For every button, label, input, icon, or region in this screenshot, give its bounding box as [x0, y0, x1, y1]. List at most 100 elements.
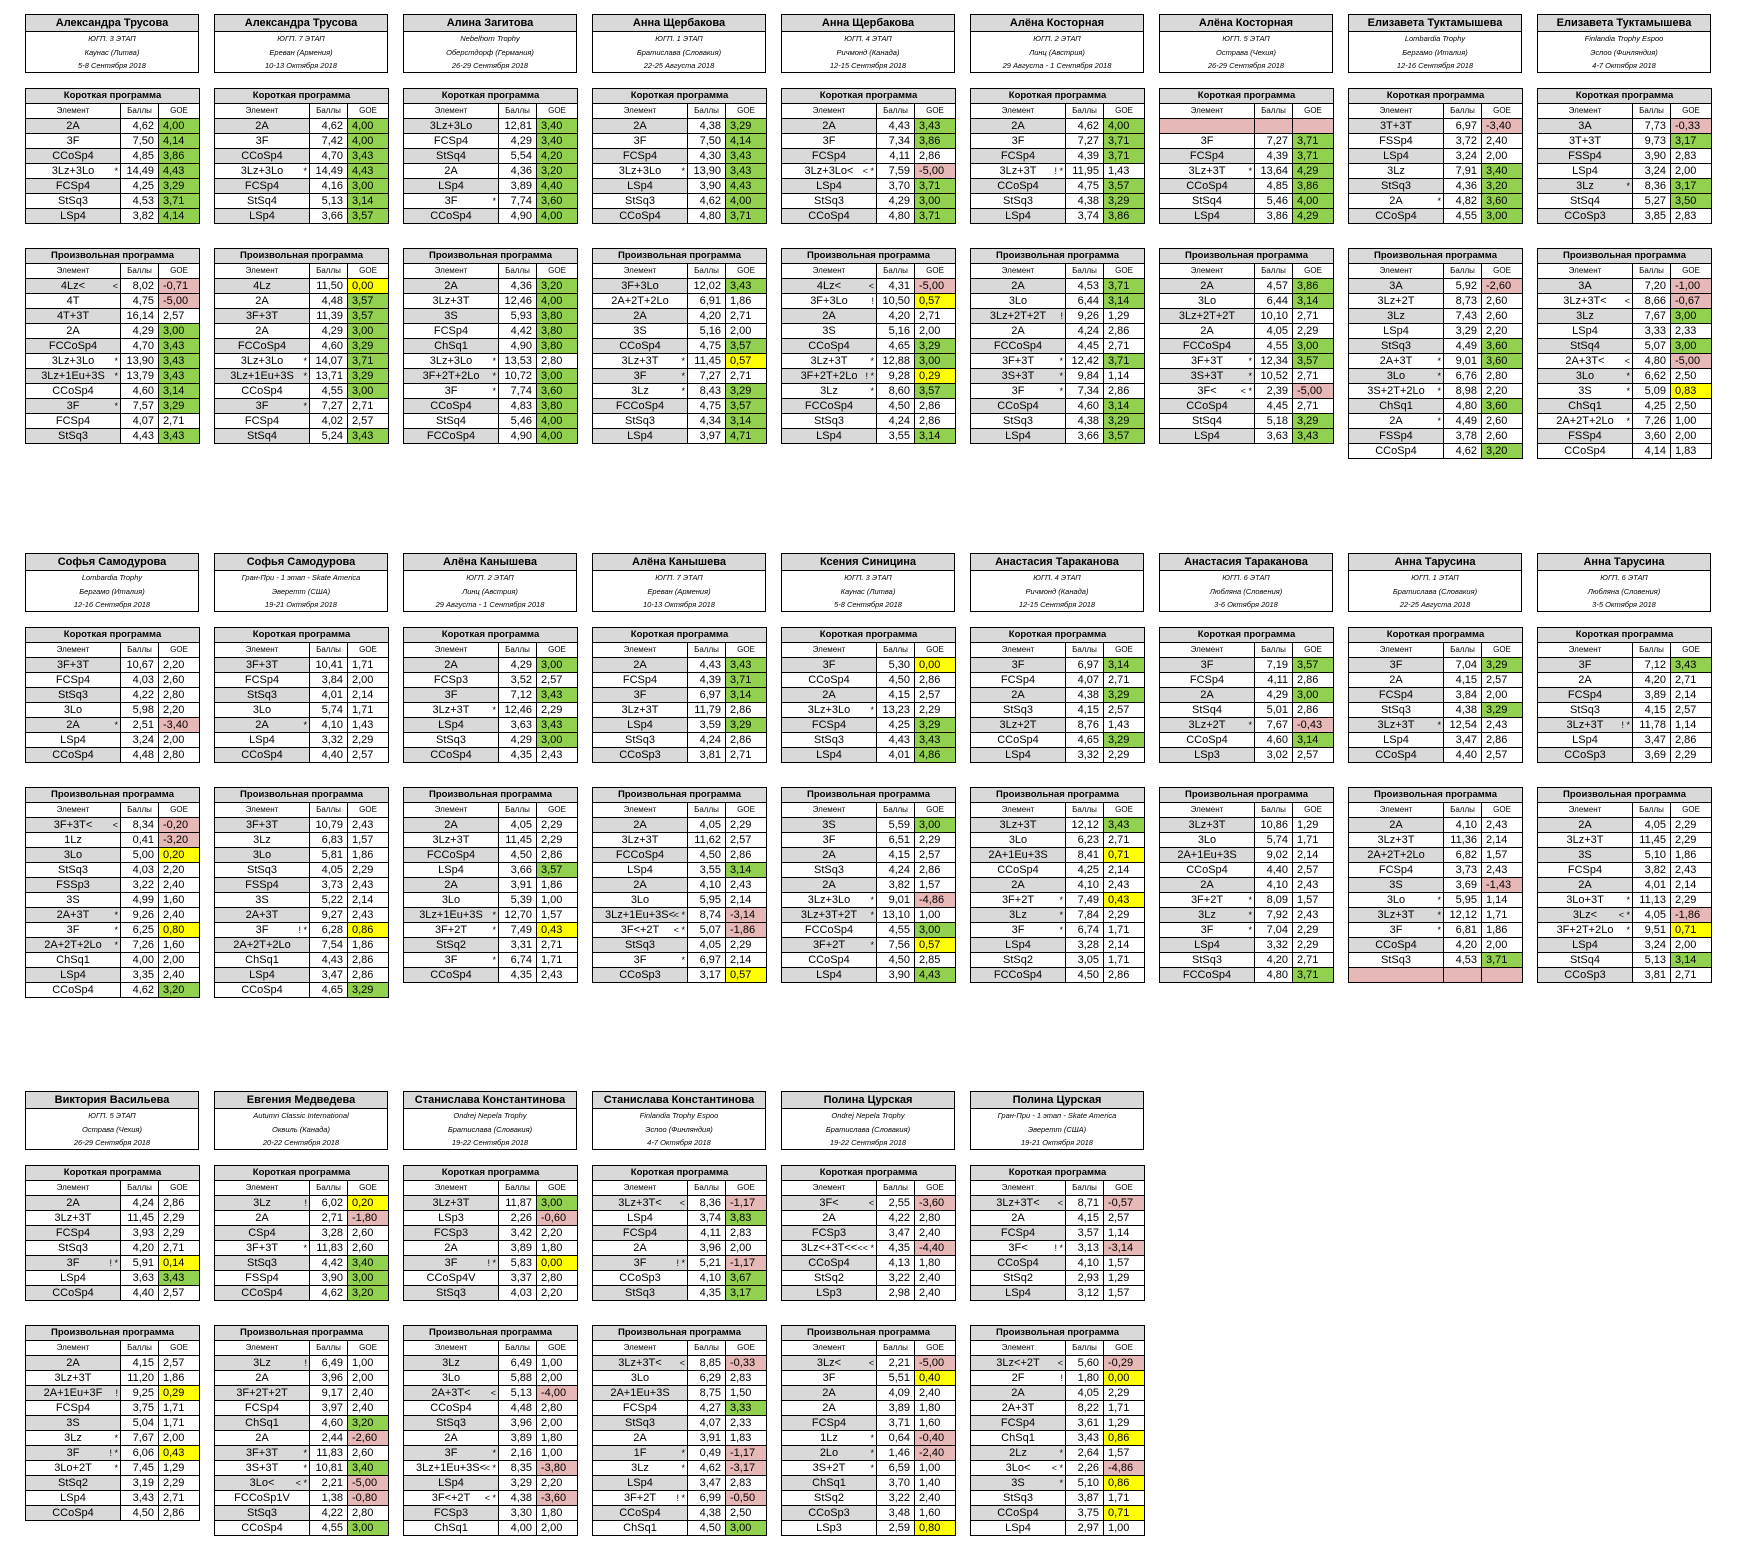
program-title: Короткая программа: [24, 627, 201, 643]
element-code: 3Lo: [25, 702, 121, 718]
element-goe: 3,43: [724, 278, 768, 294]
element-row: 3Lo 5,95 2,14: [592, 892, 768, 908]
event-header: Елизавета Туктамышева Finlandia Trophy E…: [1537, 14, 1711, 73]
element-goe: 2,20: [535, 1475, 579, 1491]
element-score: 14,07: [309, 353, 348, 369]
element-code: 3Lo: [1159, 293, 1255, 309]
element-code-text: FCCoSp4: [1182, 340, 1232, 352]
element-score: 9,73: [1632, 133, 1671, 149]
element-goe: 0,43: [1102, 892, 1146, 908]
column-header-element: Элемент: [1159, 802, 1255, 818]
element-goe: 0,57: [913, 937, 957, 953]
element-code-text: 3F: [255, 924, 269, 936]
element-goe: 3,29: [1102, 732, 1146, 748]
element-row: 3F+3T * 11,83 2,60: [214, 1240, 390, 1256]
element-code-text: 3F<: [1008, 1242, 1028, 1254]
element-code-text: CCoSp4: [808, 1257, 850, 1269]
element-score: 7,54: [309, 937, 348, 953]
column-header-score: Баллы: [687, 103, 726, 119]
element-score: 12,34: [1254, 353, 1293, 369]
element-goe: 3,57: [1291, 657, 1335, 673]
element-row: LSp4 3,24 2,00: [1537, 937, 1713, 953]
element-score: 4,05: [498, 817, 537, 833]
element-row: FSSp4 3,72 2,40: [1348, 133, 1524, 149]
element-row: 3Lz+3T< <8,71 -0,57: [970, 1195, 1146, 1211]
element-code-text: 3T+3T: [1568, 135, 1602, 147]
element-row: 3Lz! 6,49 1,00: [214, 1355, 390, 1371]
element-row: LSp4 3,63 3,43: [403, 717, 579, 733]
element-goe: 3,86: [157, 148, 201, 164]
element-goe: 0,00: [535, 1255, 579, 1271]
element-code: 3S+2T+2Lo *: [1348, 383, 1444, 399]
element-code-text: 3Lz: [1576, 310, 1594, 322]
element-code-text: 2A+1Eu+3S: [1177, 849, 1237, 861]
element-score: 5,27: [1632, 193, 1671, 209]
element-score: 3,75: [1065, 1505, 1104, 1521]
element-goe: 3,29: [346, 368, 390, 384]
element-goe: 3,60: [535, 383, 579, 399]
element-code: StSq4: [1537, 338, 1633, 354]
element-row: LSp4 3,82 4,14: [25, 208, 201, 224]
element-row: 3F< < * 2,39 -5,00: [1159, 383, 1335, 399]
element-code-text: 2A: [444, 280, 458, 292]
element-goe: -3,17: [724, 1460, 768, 1476]
element-row: 3Lz+3T+2T * 13,10 1,00: [781, 907, 957, 923]
element-code-text: LSp4: [1383, 325, 1409, 337]
column-header-goe: GOE: [1291, 263, 1335, 279]
element-code: LSp4: [25, 967, 121, 983]
element-row: FCSp4 4,39 3,71: [592, 672, 768, 688]
element-code: LSp4: [25, 732, 121, 748]
element-code: StSq3: [592, 732, 688, 748]
element-score: 5,10: [1065, 1475, 1104, 1491]
element-score: 4,62: [1443, 443, 1482, 459]
element-score: 11,83: [309, 1240, 348, 1256]
element-code: 3Lz+3T: [970, 817, 1066, 833]
skater-card: Полина Цурская Ondrej Nepela Trophy Брат…: [780, 1091, 957, 1536]
element-goe: 2,29: [535, 832, 579, 848]
element-goe: 3,20: [535, 163, 579, 179]
element-row: StSq3 3,96 2,00: [403, 1415, 579, 1431]
element-code-text: 3F: [822, 659, 836, 671]
element-score: 6,81: [1443, 922, 1482, 938]
element-row: 3Lz+2T+2T! 9,26 1,29: [970, 308, 1146, 324]
element-goe: 2,43: [535, 967, 579, 983]
element-flag-marker: ! *: [298, 925, 307, 935]
element-goe: 0,43: [157, 1445, 201, 1461]
element-goe: 2,29: [157, 1210, 201, 1226]
element-goe: 2,80: [157, 747, 201, 763]
element-goe: -5,00: [1669, 353, 1713, 369]
element-code-text: 3S: [633, 325, 647, 337]
element-row: FCSp4 3,71 1,60: [781, 1415, 957, 1431]
element-goe: 3,57: [535, 862, 579, 878]
element-code: 3Lz: [214, 832, 310, 848]
element-code-text: 3Lz+2T+2T: [1178, 310, 1236, 322]
element-flag-marker: *: [492, 705, 496, 715]
element-code: StSq3: [1159, 952, 1255, 968]
element-goe: 3,80: [535, 308, 579, 324]
element-flag-marker: *: [114, 166, 118, 176]
element-score: 7,12: [498, 687, 537, 703]
element-score: 3,82: [876, 877, 915, 893]
element-goe: 2,71: [1102, 672, 1146, 688]
free-program-table: Произвольная программа Элемент Баллы GOE 3A 5…: [1347, 248, 1524, 459]
element-goe: 3,60: [1480, 338, 1524, 354]
element-score: 4,05: [687, 937, 726, 953]
element-goe: 2,29: [1102, 1385, 1146, 1401]
program-title: Короткая программа: [780, 627, 957, 643]
element-row: FCSp4 4,27 3,33: [592, 1400, 768, 1416]
element-row: 3Lz< <2,21 -5,00: [781, 1355, 957, 1371]
element-flag-marker: *: [681, 1448, 685, 1458]
element-score: 8,34: [120, 817, 159, 833]
element-goe: 2,80: [535, 353, 579, 369]
element-code-text: ChSq1: [1379, 400, 1413, 412]
element-code: LSp4: [592, 1475, 688, 1491]
element-code: CCoSp4: [1159, 178, 1255, 194]
element-goe: 2,43: [346, 817, 390, 833]
element-row: StSq3 4,35 3,17: [592, 1285, 768, 1301]
element-row: FSSp3 3,22 2,40: [25, 877, 201, 893]
element-score: 3,89: [498, 178, 537, 194]
element-code: 2A: [970, 877, 1066, 893]
element-code: 2A *: [25, 717, 121, 733]
element-code-text: 2A: [822, 1402, 836, 1414]
element-code: 2A: [25, 323, 121, 339]
